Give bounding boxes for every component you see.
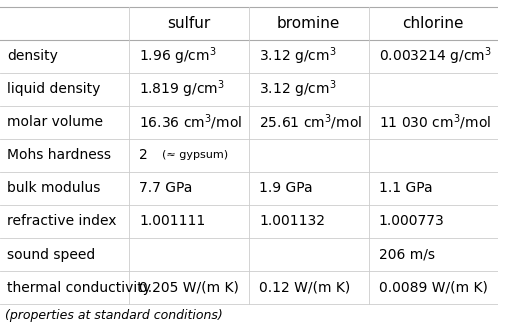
Text: 0.0089 W/(m K): 0.0089 W/(m K) — [379, 281, 487, 295]
Text: 0.205 W/(m K): 0.205 W/(m K) — [140, 281, 239, 295]
Text: 1.001111: 1.001111 — [140, 215, 205, 229]
Text: 2: 2 — [140, 148, 148, 162]
Text: sound speed: sound speed — [8, 248, 96, 262]
Text: sulfur: sulfur — [167, 16, 211, 30]
Text: molar volume: molar volume — [8, 115, 104, 129]
Text: 11 030 cm$^3$/mol: 11 030 cm$^3$/mol — [379, 112, 491, 132]
Text: liquid density: liquid density — [8, 82, 101, 96]
Text: refractive index: refractive index — [8, 215, 117, 229]
Text: (≈ gypsum): (≈ gypsum) — [162, 150, 228, 160]
Text: 16.36 cm$^3$/mol: 16.36 cm$^3$/mol — [140, 112, 243, 132]
Text: 0.003214 g/cm$^3$: 0.003214 g/cm$^3$ — [379, 45, 491, 67]
Text: 1.001132: 1.001132 — [259, 215, 325, 229]
Text: 1.819 g/cm$^3$: 1.819 g/cm$^3$ — [140, 78, 226, 100]
Text: bromine: bromine — [277, 16, 340, 30]
Text: 25.61 cm$^3$/mol: 25.61 cm$^3$/mol — [259, 112, 362, 132]
Text: 3.12 g/cm$^3$: 3.12 g/cm$^3$ — [259, 78, 336, 100]
Text: bulk modulus: bulk modulus — [8, 181, 101, 196]
Text: thermal conductivity: thermal conductivity — [8, 281, 151, 295]
Text: 1.96 g/cm$^3$: 1.96 g/cm$^3$ — [140, 45, 217, 67]
Text: 206 m/s: 206 m/s — [379, 248, 435, 262]
Text: 1.000773: 1.000773 — [379, 215, 444, 229]
Text: (properties at standard conditions): (properties at standard conditions) — [5, 309, 222, 322]
Text: 0.12 W/(m K): 0.12 W/(m K) — [259, 281, 350, 295]
Text: density: density — [8, 49, 58, 63]
Text: Mohs hardness: Mohs hardness — [8, 148, 111, 162]
Text: chlorine: chlorine — [403, 16, 464, 30]
Text: 3.12 g/cm$^3$: 3.12 g/cm$^3$ — [259, 45, 336, 67]
Text: 1.9 GPa: 1.9 GPa — [259, 181, 313, 196]
Text: 7.7 GPa: 7.7 GPa — [140, 181, 193, 196]
Text: 1.1 GPa: 1.1 GPa — [379, 181, 432, 196]
